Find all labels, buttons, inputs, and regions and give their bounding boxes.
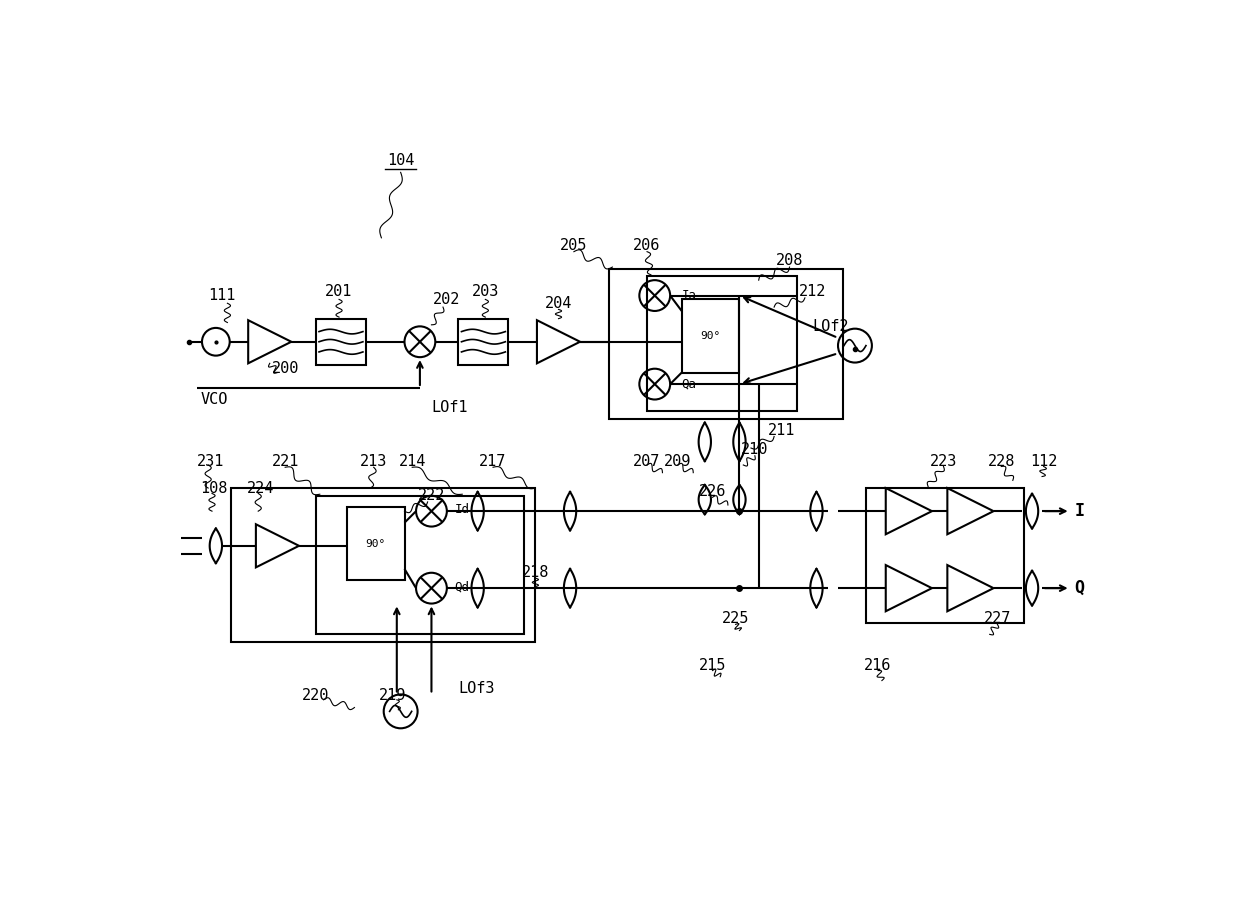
Text: 224: 224 — [247, 481, 274, 496]
Text: 214: 214 — [398, 453, 425, 469]
Text: I: I — [1074, 502, 1085, 521]
Text: 227: 227 — [983, 611, 1011, 627]
Text: LOf3: LOf3 — [459, 681, 495, 696]
Bar — [647, 276, 797, 411]
Text: 216: 216 — [864, 658, 892, 673]
Text: 231: 231 — [197, 453, 224, 469]
Text: VCO: VCO — [201, 392, 228, 407]
Bar — [682, 299, 739, 373]
Bar — [459, 318, 508, 365]
Text: 226: 226 — [699, 485, 727, 499]
Text: 111: 111 — [208, 288, 236, 303]
Text: 217: 217 — [480, 453, 507, 469]
Text: 223: 223 — [930, 453, 957, 469]
Text: Ia: Ia — [682, 289, 697, 302]
Text: Q: Q — [1074, 579, 1085, 597]
Text: LOf2: LOf2 — [812, 318, 849, 334]
Text: 208: 208 — [776, 254, 804, 269]
Text: 213: 213 — [360, 453, 387, 469]
Bar — [231, 488, 536, 642]
Text: 219: 219 — [379, 689, 407, 703]
Bar — [316, 496, 523, 634]
Bar — [867, 488, 1024, 623]
Text: Id: Id — [455, 503, 470, 516]
Text: 202: 202 — [433, 292, 460, 307]
Text: 203: 203 — [471, 284, 498, 299]
Text: 206: 206 — [634, 238, 661, 253]
Text: 200: 200 — [272, 361, 299, 377]
Text: 218: 218 — [522, 565, 549, 581]
Text: 204: 204 — [544, 295, 572, 311]
Text: 104: 104 — [387, 153, 414, 168]
Text: 90°: 90° — [701, 331, 720, 341]
Text: 210: 210 — [742, 442, 769, 457]
Text: Qa: Qa — [682, 378, 697, 390]
Text: 225: 225 — [722, 611, 749, 627]
Text: 228: 228 — [987, 453, 1014, 469]
Bar — [609, 269, 843, 419]
Text: 212: 212 — [799, 284, 826, 299]
Text: 201: 201 — [325, 284, 352, 299]
Text: 108: 108 — [201, 481, 228, 496]
Text: 215: 215 — [699, 658, 727, 673]
Text: 112: 112 — [1030, 453, 1058, 469]
Text: 90°: 90° — [366, 539, 386, 549]
Text: LOf1: LOf1 — [432, 400, 467, 414]
Text: 205: 205 — [560, 238, 588, 253]
Text: 207: 207 — [634, 453, 661, 469]
Text: 211: 211 — [768, 423, 796, 438]
Bar — [347, 508, 404, 581]
Text: 222: 222 — [418, 488, 445, 503]
Text: 209: 209 — [665, 453, 692, 469]
Text: 220: 220 — [303, 689, 330, 703]
Text: 221: 221 — [272, 453, 299, 469]
Text: Qd: Qd — [455, 581, 470, 593]
Bar — [316, 318, 366, 365]
